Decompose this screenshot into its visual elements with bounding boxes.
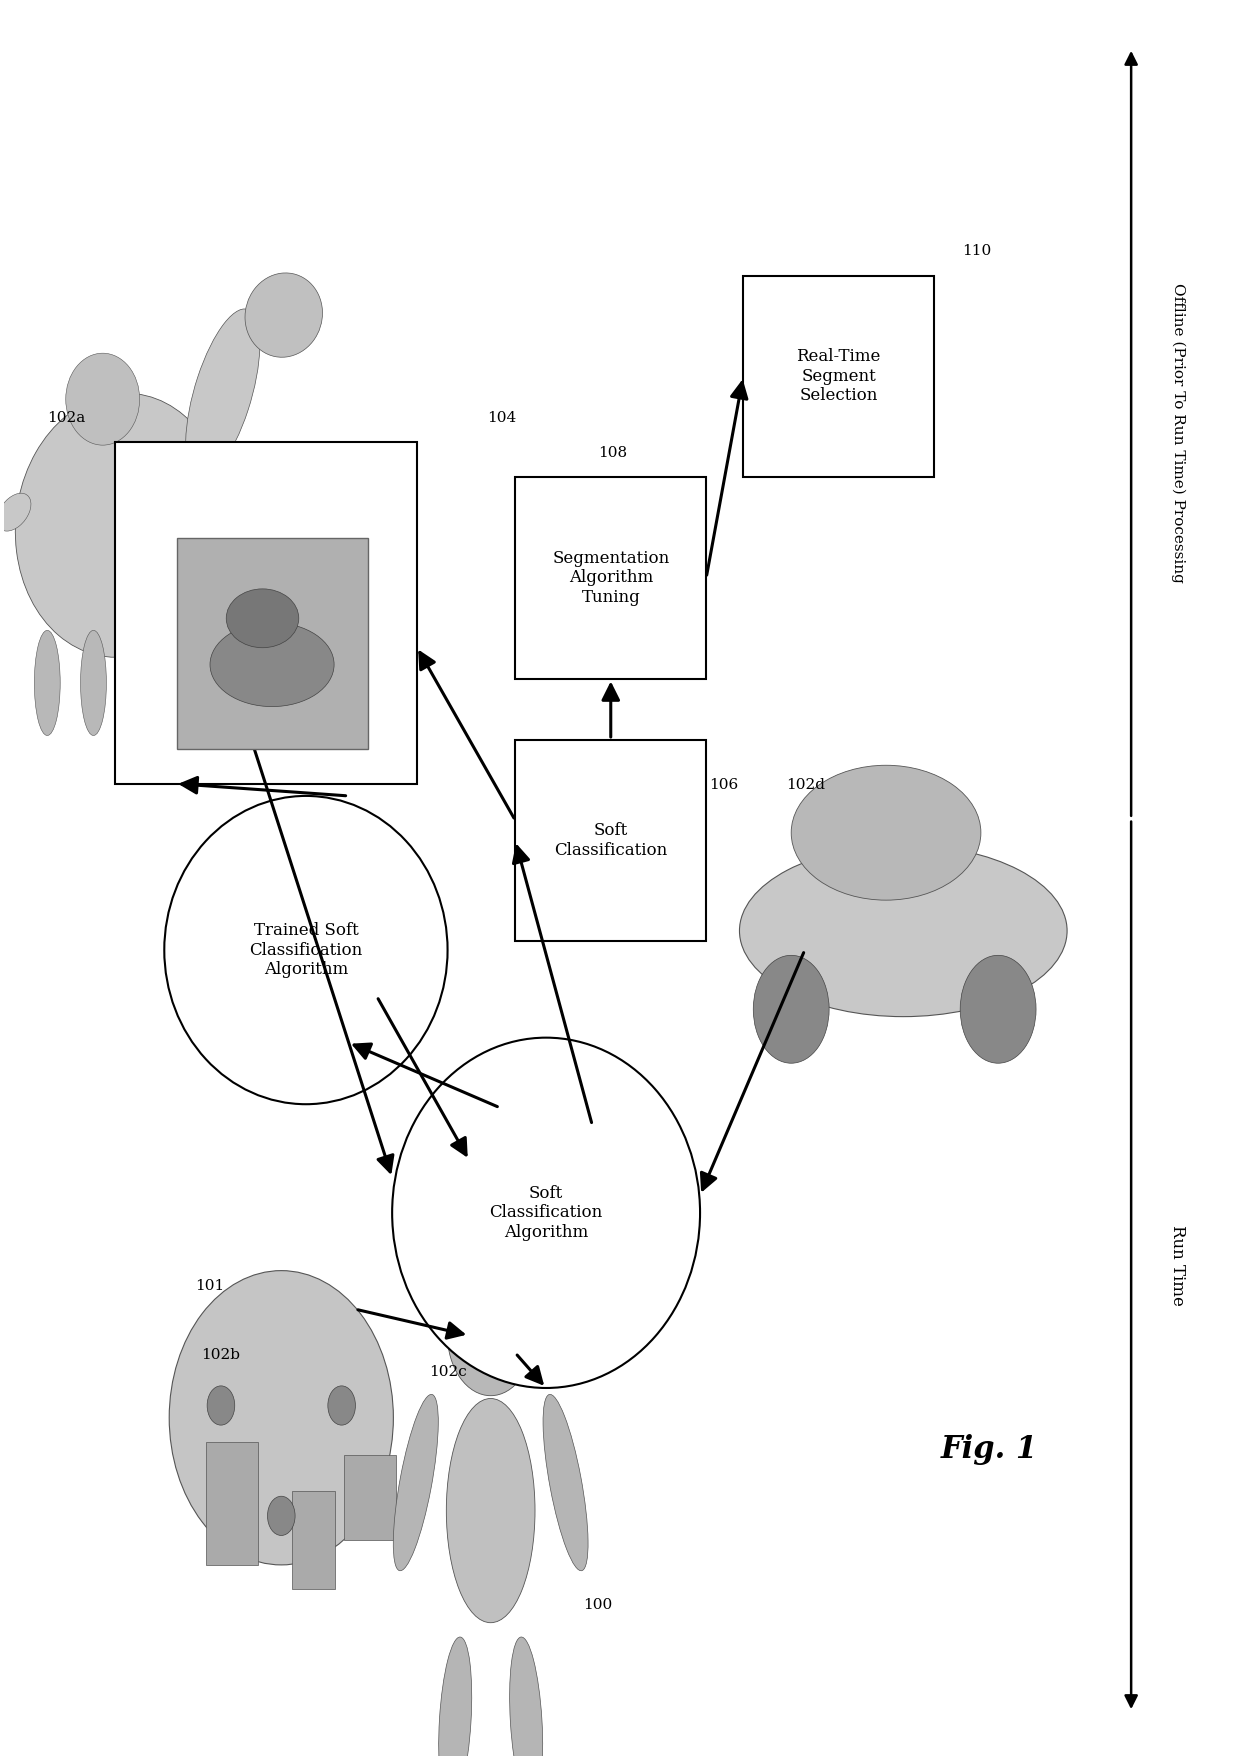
Text: Fig. 1: Fig. 1 — [941, 1434, 1038, 1464]
Text: 100: 100 — [583, 1598, 613, 1612]
Ellipse shape — [81, 630, 107, 736]
Ellipse shape — [186, 310, 260, 479]
Ellipse shape — [739, 845, 1068, 1017]
Text: 102a: 102a — [47, 410, 86, 424]
Ellipse shape — [0, 493, 31, 532]
Circle shape — [753, 956, 830, 1063]
Bar — [516, 739, 707, 942]
Ellipse shape — [169, 1271, 393, 1565]
Bar — [115, 442, 417, 783]
Text: Trained Soft
Classification
Algorithm: Trained Soft Classification Algorithm — [249, 922, 362, 979]
Circle shape — [207, 1385, 234, 1426]
Circle shape — [268, 1496, 295, 1535]
Ellipse shape — [35, 630, 61, 736]
Ellipse shape — [393, 1394, 438, 1570]
Bar — [743, 276, 934, 477]
Text: 102d: 102d — [786, 778, 826, 792]
Ellipse shape — [446, 1399, 534, 1623]
Ellipse shape — [791, 766, 981, 899]
Circle shape — [448, 1272, 534, 1396]
Text: 106: 106 — [709, 778, 739, 792]
Text: Segmentation
Algorithm
Tuning: Segmentation Algorithm Tuning — [552, 549, 670, 605]
Text: 108: 108 — [599, 445, 627, 459]
Text: Soft
Classification
Algorithm: Soft Classification Algorithm — [490, 1184, 603, 1241]
Ellipse shape — [15, 392, 227, 656]
Ellipse shape — [246, 273, 322, 357]
Ellipse shape — [392, 1038, 701, 1389]
Bar — [345, 1454, 396, 1540]
Ellipse shape — [210, 623, 334, 706]
Circle shape — [327, 1385, 356, 1426]
Text: 110: 110 — [962, 245, 991, 259]
Ellipse shape — [439, 1637, 471, 1760]
Text: 102b: 102b — [201, 1348, 241, 1362]
Bar — [206, 1441, 258, 1565]
Text: Run Time: Run Time — [1169, 1225, 1187, 1306]
Text: Offline (Prior To Run Time) Processing: Offline (Prior To Run Time) Processing — [1171, 283, 1185, 583]
Bar — [176, 539, 367, 748]
Text: 104: 104 — [487, 410, 517, 424]
Bar — [293, 1491, 336, 1589]
Ellipse shape — [226, 590, 299, 648]
Text: Real-Time
Segment
Selection: Real-Time Segment Selection — [796, 348, 880, 405]
Ellipse shape — [66, 354, 140, 445]
Circle shape — [960, 956, 1037, 1063]
Ellipse shape — [510, 1637, 543, 1760]
Text: 101: 101 — [195, 1280, 224, 1294]
Ellipse shape — [136, 630, 161, 736]
Ellipse shape — [182, 630, 208, 736]
Bar — [516, 477, 707, 679]
Ellipse shape — [543, 1394, 588, 1570]
Text: Three-Dimensional
Digital Model: Three-Dimensional Digital Model — [186, 595, 346, 632]
Text: Soft
Classification: Soft Classification — [554, 822, 667, 859]
Text: 102c: 102c — [429, 1366, 466, 1380]
Ellipse shape — [164, 796, 448, 1104]
